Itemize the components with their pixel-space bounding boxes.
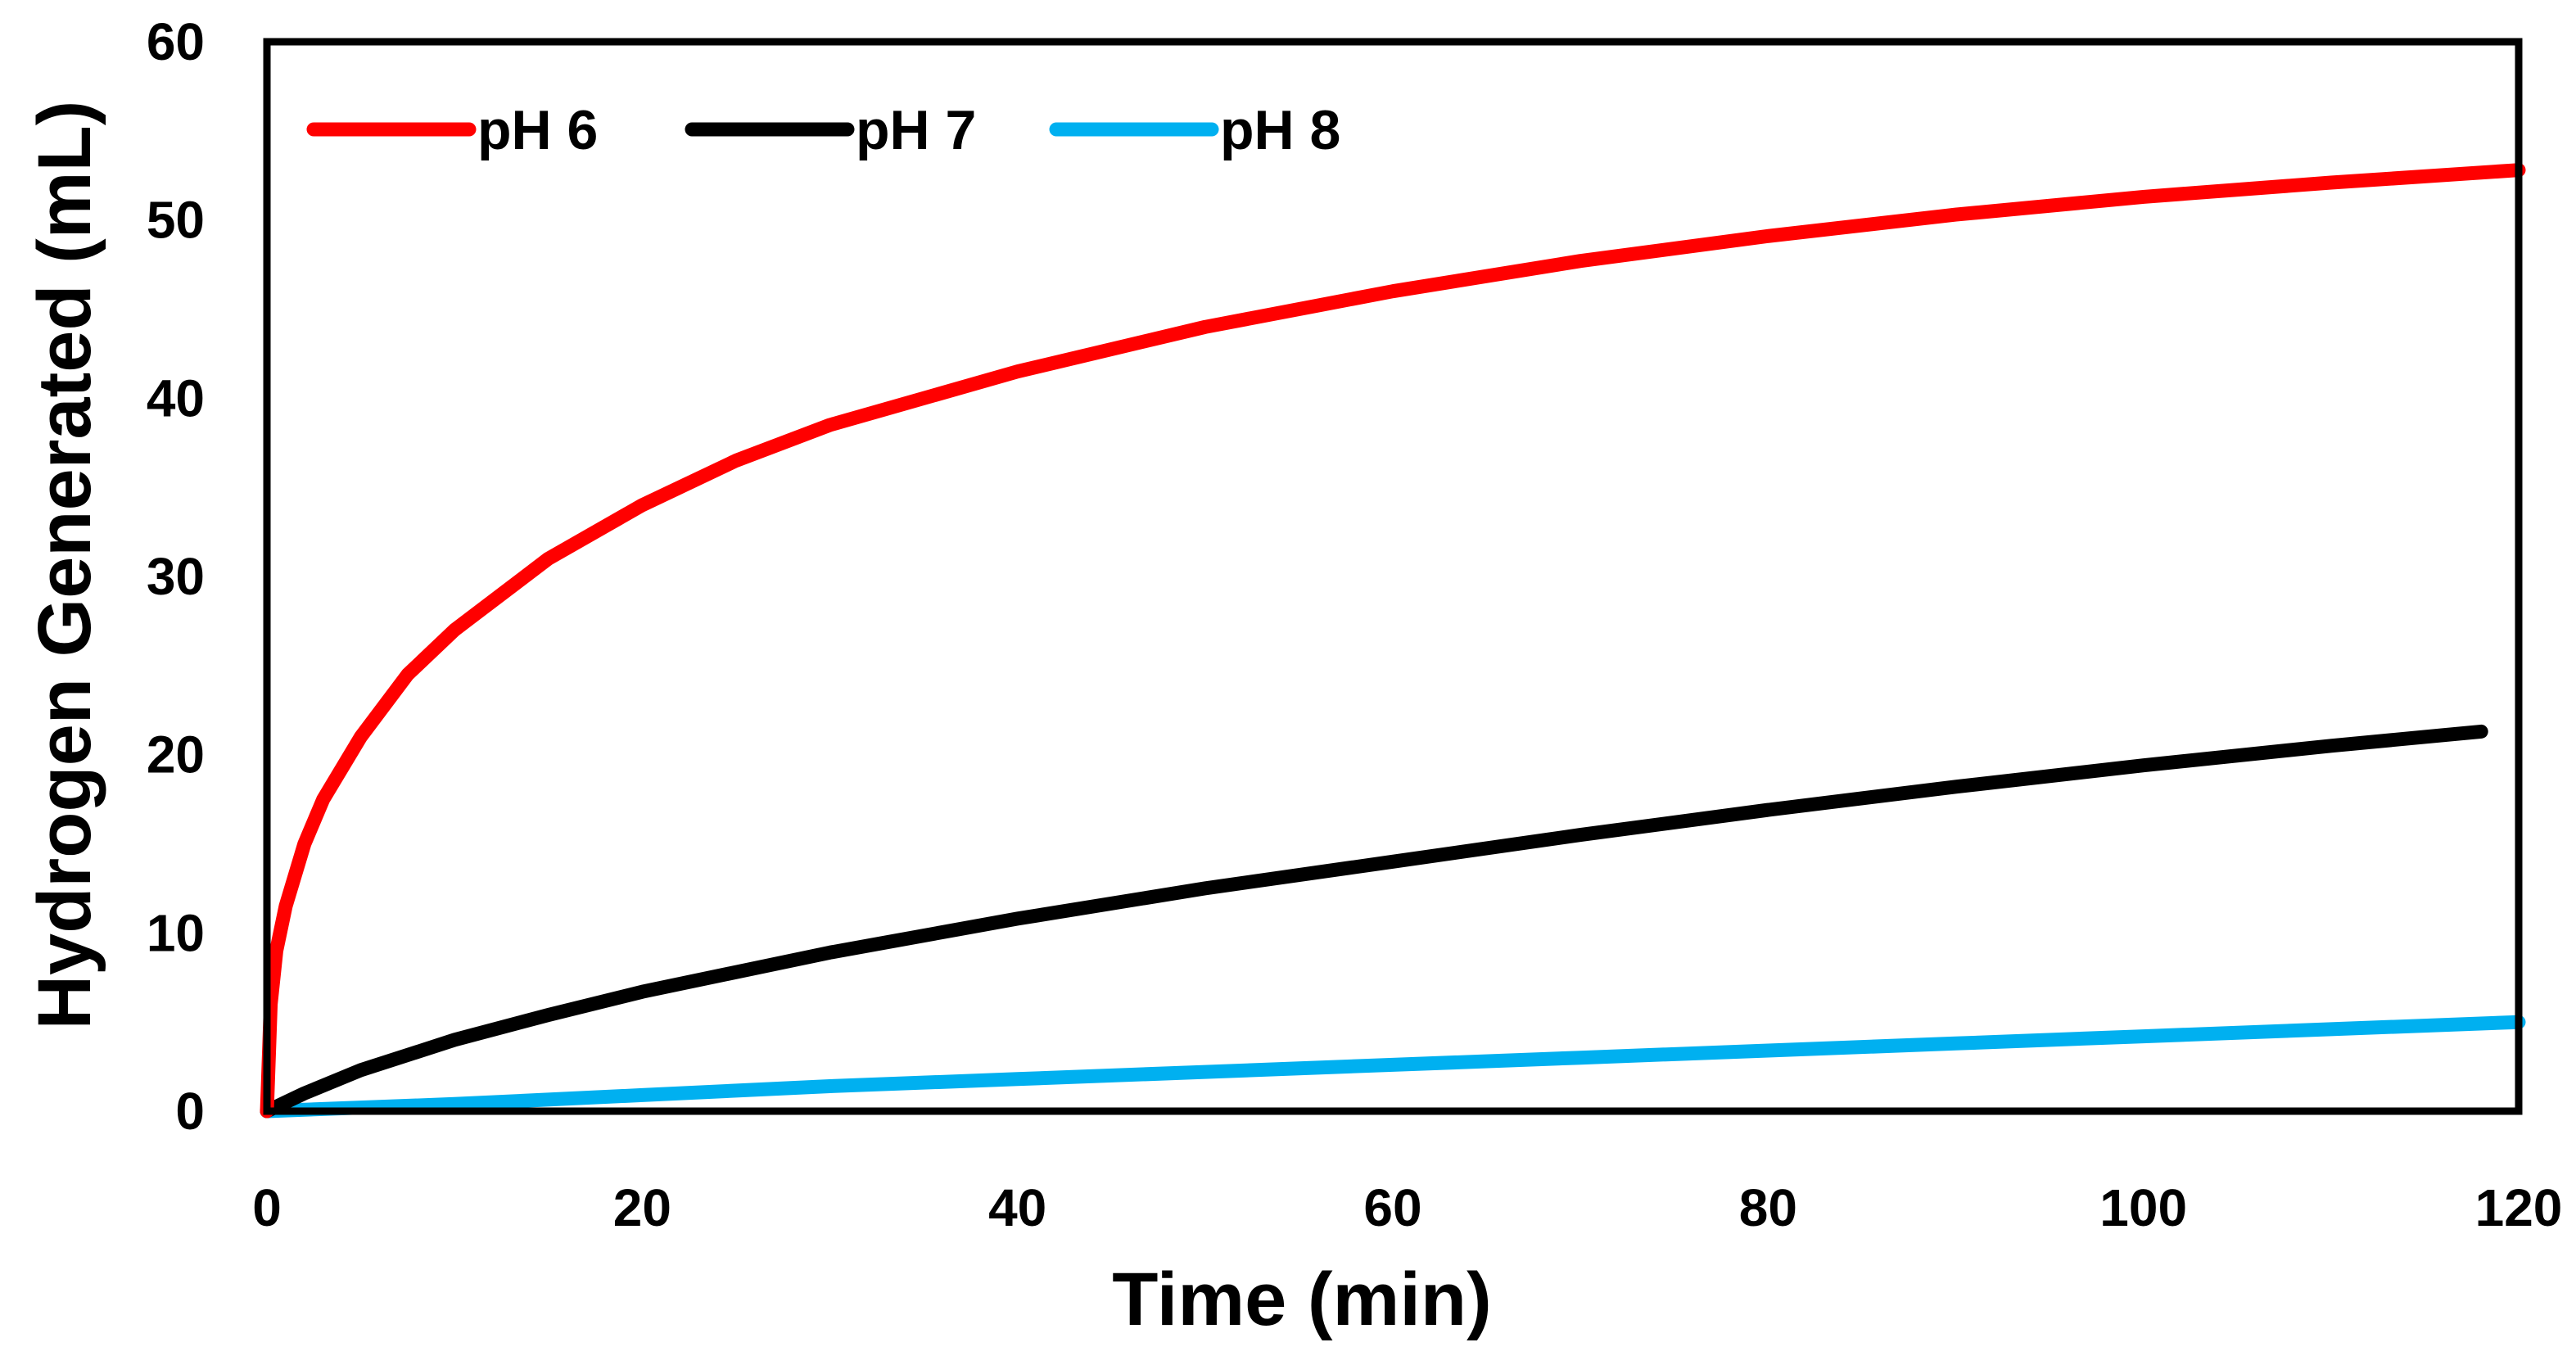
legend-label: pH 6 — [477, 99, 598, 161]
plot-area-border — [263, 38, 2523, 1115]
x-tick-label: 0 — [252, 1178, 282, 1237]
series-line-ph-6 — [260, 163, 2526, 1119]
series-layer — [260, 163, 2526, 1119]
y-axis-ticks: 0 10 20 30 40 50 60 — [147, 12, 205, 1141]
y-tick-label: 30 — [147, 547, 205, 606]
x-axis-ticks: 0 20 40 60 80 100 120 — [252, 1178, 2562, 1237]
y-tick-label: 50 — [147, 191, 205, 250]
y-tick-label: 10 — [147, 903, 205, 962]
x-tick-label: 60 — [1363, 1178, 1421, 1237]
x-tick-label: 40 — [988, 1178, 1046, 1237]
y-axis-title: Hydrogen Generated (mL) — [23, 101, 106, 1030]
legend-label: pH 7 — [856, 99, 976, 161]
y-tick-label: 40 — [147, 368, 205, 427]
y-tick-label: 20 — [147, 725, 205, 784]
x-tick-label: 80 — [1739, 1178, 1797, 1237]
x-tick-label: 20 — [613, 1178, 671, 1237]
x-axis-title: Time (min) — [1112, 1258, 1491, 1341]
x-tick-label: 100 — [2099, 1178, 2187, 1237]
series-line-ph-8 — [260, 1015, 2526, 1119]
legend: pH 6 pH 7 pH 8 — [306, 99, 1340, 161]
y-tick-label: 60 — [147, 12, 205, 71]
legend-label: pH 8 — [1220, 99, 1340, 161]
series-line-ph-7 — [260, 724, 2488, 1119]
x-tick-label: 120 — [2475, 1178, 2563, 1237]
y-tick-label: 0 — [175, 1082, 205, 1141]
